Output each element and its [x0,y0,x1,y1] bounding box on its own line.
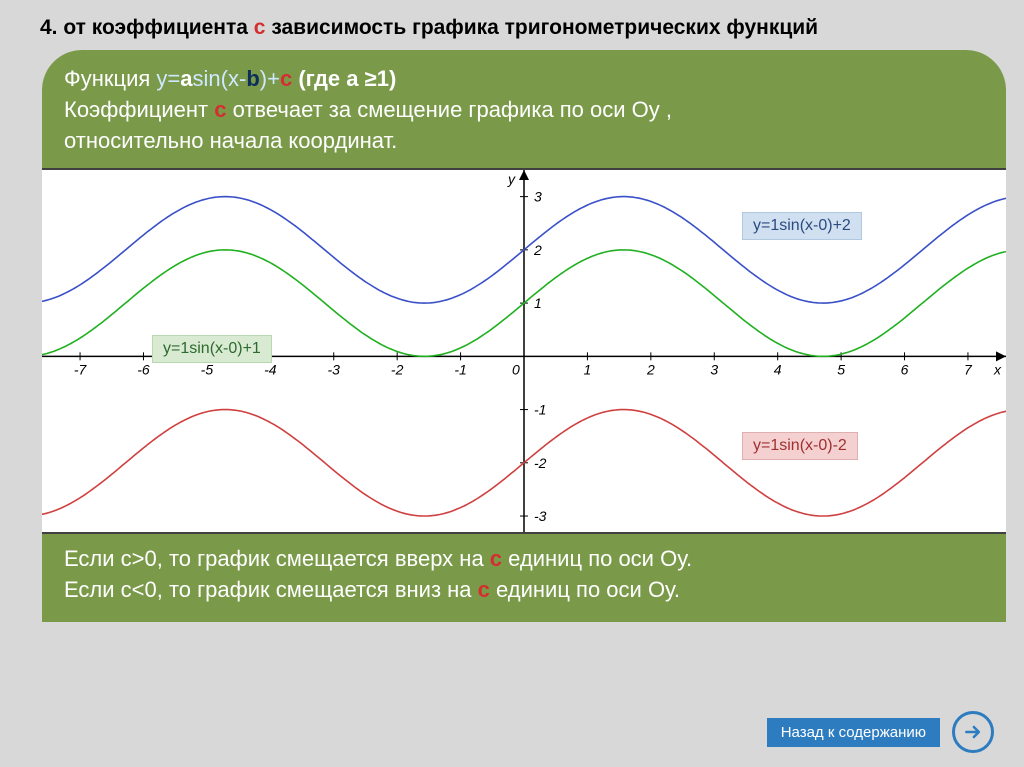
svg-text:-5: -5 [201,362,214,378]
conclusion-line-2: Если с<0, то график смещается вниз на с … [64,575,984,606]
desc2-rest: отвечает за смещение графика по оси Оу , [226,97,672,122]
svg-text:-3: -3 [328,362,341,378]
svg-text:0: 0 [512,362,520,378]
svg-text:3: 3 [534,189,542,205]
svg-text:y: y [507,171,516,187]
svg-text:4: 4 [774,362,782,378]
back-to-contents-button[interactable]: Назад к содержанию [767,718,940,747]
slide-title: 4. от коэффициента с зависимость графика… [0,0,1024,50]
chart-area: -7 -6 -5 -4 -3 -2 -1 1 2 3 4 5 6 7 -3 -2 -1 1 2 3 0 y x y=1sin… [42,168,1006,534]
title-suffix: зависимость графика тригонометрических ф… [265,16,818,39]
desc2-prefix: Коэффициент [64,97,214,122]
desc2-c: с [214,97,226,122]
formula-a: a [180,66,192,91]
next-slide-button[interactable] [952,711,994,753]
svg-text:x: x [993,362,1002,378]
formula-close: )+ [260,66,280,91]
concl2-c: с [478,577,490,602]
nav-bar: Назад к содержанию [767,711,994,753]
svg-text:1: 1 [584,362,592,378]
formula-c: c [280,66,292,91]
title-prefix: 4. от коэффициента [40,16,254,39]
desc-line-3: относительно начала координат. [64,126,984,157]
svg-text:-4: -4 [264,362,277,378]
concl1-c: с [490,546,502,571]
title-c: с [254,16,266,39]
svg-text:-3: -3 [534,508,547,524]
svg-text:2: 2 [646,362,655,378]
concl2-b: единиц по оси Оу. [490,577,680,602]
curve-label-green: y=1sin(x-0)+1 [152,335,272,363]
svg-text:6: 6 [901,362,909,378]
concl1-b: единиц по оси Оу. [502,546,692,571]
concl1-a: Если с>0, то график смещается вверх на [64,546,490,571]
svg-text:7: 7 [964,362,973,378]
svg-text:-6: -6 [137,362,150,378]
arrow-right-icon [963,722,983,742]
concl2-a: Если с<0, то график смещается вниз на [64,577,478,602]
curve-label-blue: y=1sin(x-0)+2 [742,212,862,240]
cond-rest: ≥1) [359,66,397,91]
svg-text:-7: -7 [74,362,88,378]
svg-text:1: 1 [534,295,542,311]
cond-a: a [346,66,358,91]
description-panel: Функция y=asin(x-b)+c (где a ≥1) Коэффиц… [42,50,1006,168]
svg-text:5: 5 [837,362,845,378]
svg-text:3: 3 [710,362,718,378]
conclusion-line-1: Если с>0, то график смещается вверх на с… [64,544,984,575]
formula-sin: sin(x- [193,66,247,91]
conclusion-panel: Если с>0, то график смещается вверх на с… [42,534,1006,622]
formula-b: b [246,66,259,91]
svg-text:-1: -1 [454,362,466,378]
svg-text:-2: -2 [391,362,404,378]
desc-line-2: Коэффициент с отвечает за смещение графи… [64,95,984,126]
formula-y: y= [156,66,180,91]
cond-open: (где [292,66,346,91]
svg-text:2: 2 [533,242,542,258]
svg-text:-2: -2 [534,455,547,471]
formula-prefix: Функция [64,66,156,91]
formula-line: Функция y=asin(x-b)+c (где a ≥1) [64,64,984,95]
curve-label-red: y=1sin(x-0)-2 [742,432,858,460]
svg-text:-1: -1 [534,402,546,418]
